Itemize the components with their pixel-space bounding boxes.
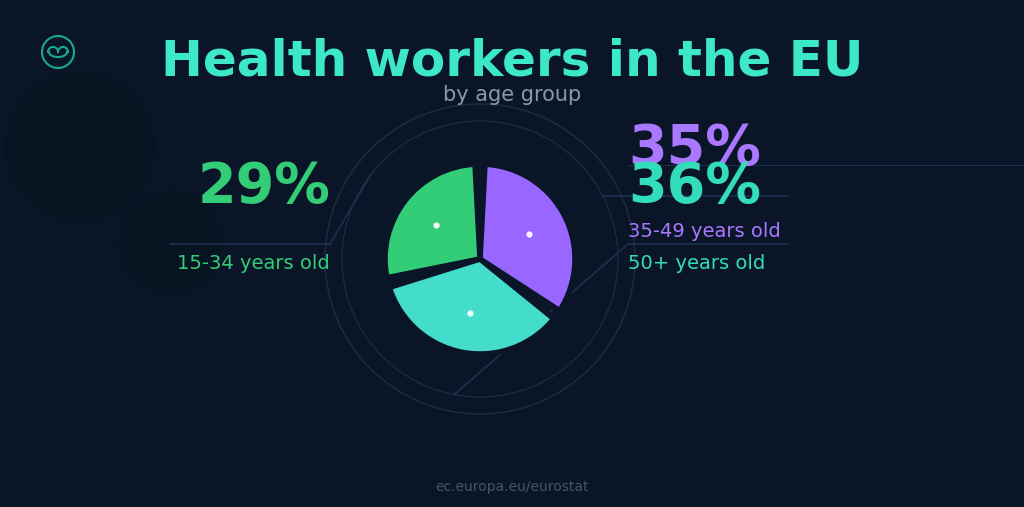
- Text: 36%: 36%: [628, 160, 761, 214]
- Text: 15-34 years old: 15-34 years old: [177, 254, 330, 273]
- Wedge shape: [385, 164, 480, 278]
- Text: 35-49 years old: 35-49 years old: [628, 223, 780, 241]
- Text: ec.europa.eu/eurostat: ec.europa.eu/eurostat: [435, 480, 589, 494]
- Wedge shape: [480, 164, 575, 311]
- Wedge shape: [389, 259, 554, 354]
- Text: 35%: 35%: [628, 122, 761, 176]
- Circle shape: [118, 190, 222, 294]
- Circle shape: [5, 72, 155, 222]
- Text: 29%: 29%: [198, 160, 330, 214]
- Text: 50+ years old: 50+ years old: [628, 254, 765, 273]
- Text: Health workers in the EU: Health workers in the EU: [161, 38, 863, 86]
- Text: by age group: by age group: [442, 85, 582, 105]
